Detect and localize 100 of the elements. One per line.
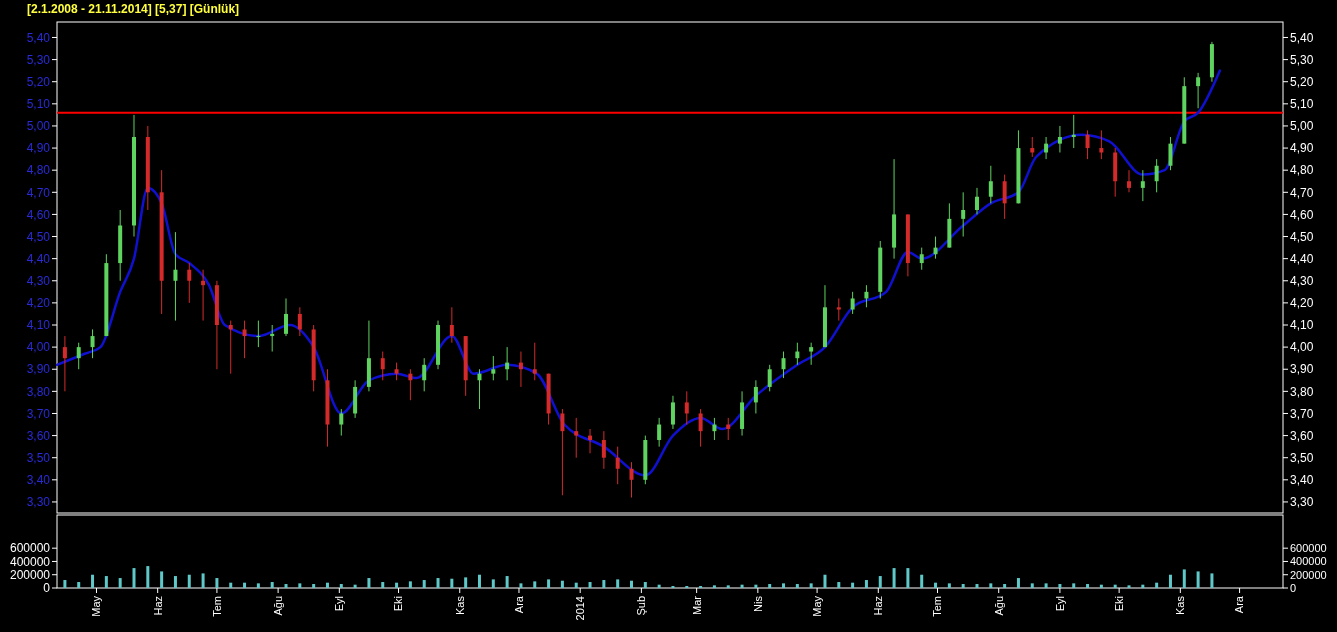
candlestick [449, 306, 454, 344]
bar [809, 583, 813, 588]
y-tick-label: 5,20 [26, 74, 51, 89]
y-tick-label: 3,60 [26, 428, 51, 443]
y2-tick-label: 4,60 [1290, 207, 1314, 222]
bar [91, 574, 95, 588]
bar [1030, 583, 1034, 588]
bar [1086, 584, 1090, 588]
bar [920, 574, 924, 588]
candlestick [297, 306, 302, 337]
bar [284, 584, 288, 588]
bar [560, 580, 564, 588]
y2-tick-label: 4,80 [1290, 163, 1314, 178]
y2-tick-label: 5,30 [1290, 52, 1314, 67]
x-tick-label: May [810, 595, 823, 617]
y2-tick-label: 400000 [1290, 555, 1327, 568]
candlestick [919, 247, 924, 271]
candlestick [670, 395, 675, 430]
candlestick [1196, 72, 1201, 109]
line-series [55, 69, 1222, 477]
bar [243, 582, 247, 588]
candlestick [1154, 158, 1159, 193]
y-tick-label: 5,40 [26, 30, 51, 45]
candlestick [491, 355, 496, 381]
x-tick-label: Ara [512, 595, 525, 614]
candlestick [961, 191, 966, 238]
y-tick-label: 4,00 [26, 340, 51, 355]
y2-tick-label: 5,10 [1290, 97, 1314, 112]
candlestick [173, 231, 178, 322]
bar [602, 580, 606, 588]
y-tick-label: 5,10 [26, 97, 51, 112]
bar [574, 582, 578, 588]
candlestick [187, 262, 192, 304]
candlestick [1168, 136, 1173, 171]
bar [215, 578, 219, 588]
bar [643, 582, 647, 588]
bar [823, 574, 827, 588]
bar [132, 568, 136, 588]
candlestick [684, 390, 689, 426]
y-tick-label: 4,30 [26, 273, 51, 288]
bar [740, 584, 744, 588]
bar [864, 580, 868, 588]
bar [505, 576, 509, 588]
x-tick-label: May [90, 595, 103, 617]
candlestick [1127, 169, 1132, 193]
bar [754, 584, 758, 588]
x-tick-label: Ağu [271, 596, 284, 616]
bar [975, 584, 979, 588]
bar [726, 585, 730, 588]
candlestick [657, 417, 662, 448]
bar [961, 584, 965, 588]
bar [146, 566, 150, 588]
bar [1016, 578, 1020, 588]
y2-tick-label: 4,30 [1290, 273, 1314, 288]
bar [1127, 585, 1131, 588]
candlestick [62, 335, 67, 392]
candlestick [1044, 136, 1049, 160]
y-tick-label: 4,40 [26, 251, 51, 266]
candlestick [753, 379, 758, 414]
x-tick-label: Tem [210, 596, 223, 617]
y-tick-label: 4,10 [26, 318, 51, 333]
candlestick [90, 328, 95, 359]
candlestick [629, 461, 634, 499]
bar [1196, 571, 1200, 588]
candlestick [284, 297, 289, 337]
bar [353, 584, 357, 588]
candlestick [422, 357, 427, 392]
bar [298, 583, 302, 588]
candlestick [767, 364, 772, 392]
y2-tick-label: 4,70 [1290, 185, 1314, 200]
bar [712, 585, 716, 588]
x-tick-label: Kas [1174, 595, 1187, 615]
x-tick-label: Eyl [333, 596, 346, 612]
bar [312, 584, 316, 588]
y-tick-label: 5,00 [26, 119, 51, 134]
y-tick-label: 3,30 [26, 495, 51, 510]
bar [104, 576, 108, 588]
bar [325, 582, 329, 588]
candlestick [532, 342, 537, 381]
y2-tick-label: 5,20 [1290, 74, 1314, 89]
x-tick-label: Ağu [992, 596, 1005, 616]
x-tick-label: Mar [690, 595, 703, 615]
bar [892, 568, 896, 588]
y-tick-label: 0 [43, 581, 51, 596]
bar [588, 582, 592, 588]
candlestick [809, 342, 814, 366]
x-tick-label: Eyl [1053, 596, 1066, 612]
bar [339, 584, 343, 588]
y2-tick-label: 3,60 [1290, 428, 1314, 443]
candlestick [380, 351, 385, 381]
y2-tick-label: 3,50 [1290, 450, 1314, 465]
bar [1168, 574, 1172, 588]
y2-tick-label: 5,40 [1290, 30, 1314, 45]
bar [422, 580, 426, 588]
y-tick-label: 3,70 [26, 406, 51, 421]
candlestick [974, 187, 979, 215]
y-tick-label: 4,50 [26, 229, 51, 244]
candlestick [615, 446, 620, 485]
y2-tick-label: 3,80 [1290, 384, 1314, 399]
bar [201, 573, 205, 588]
